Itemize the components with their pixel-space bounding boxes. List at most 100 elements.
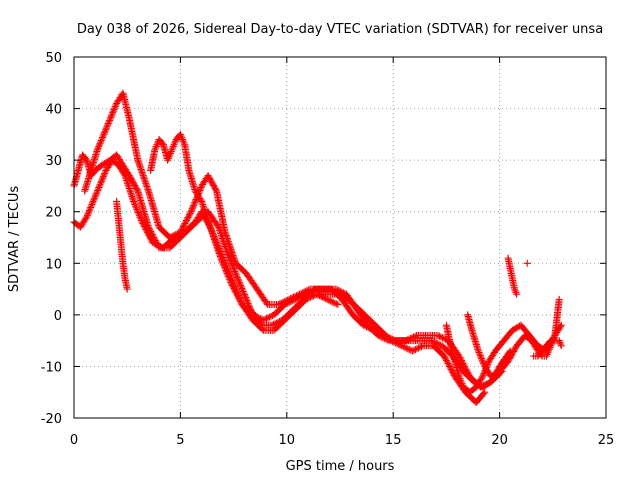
data-point xyxy=(123,285,131,293)
data-point-interp xyxy=(143,228,151,236)
data-point-interp xyxy=(182,217,190,225)
data-point-interp xyxy=(294,294,302,302)
data-point-interp xyxy=(417,343,425,351)
x-tick-label: 10 xyxy=(279,433,296,448)
data-point-interp xyxy=(144,230,152,238)
data-point-interp xyxy=(111,103,119,111)
data-point-interp xyxy=(239,287,247,295)
data-point-interp xyxy=(545,347,553,355)
data-point-interp xyxy=(265,313,273,321)
data-point-interp xyxy=(229,263,237,271)
data-point-interp xyxy=(103,123,111,131)
data-point-interp xyxy=(84,210,92,218)
data-point xyxy=(291,295,299,303)
data-point-interp xyxy=(223,269,231,277)
data-point-interp xyxy=(197,196,205,204)
data-point-interp xyxy=(98,176,106,184)
data-point-interp xyxy=(169,144,177,152)
data-point-interp xyxy=(233,274,241,282)
data-point xyxy=(100,130,108,138)
data-point-interp xyxy=(139,220,147,228)
y-tick-label: -10 xyxy=(41,360,62,375)
data-point-interp xyxy=(88,200,96,208)
data-point-interp xyxy=(218,257,226,265)
grid xyxy=(74,57,606,418)
data-point-interp xyxy=(477,353,485,361)
data-point-interp xyxy=(135,212,143,220)
data-point-interp xyxy=(99,173,107,181)
data-point-interp xyxy=(134,207,142,215)
data-point-interp xyxy=(364,323,372,331)
data-point-interp xyxy=(234,293,242,301)
data-point-interp xyxy=(300,291,308,299)
data-point-interp xyxy=(172,231,180,239)
data-point-interp xyxy=(544,349,552,357)
data-point-interp xyxy=(100,129,108,137)
data-point-interp xyxy=(464,368,472,376)
data-point-interp xyxy=(458,358,466,366)
data-point-interp xyxy=(196,186,204,194)
data-point-interp xyxy=(227,278,235,286)
data-point-interp xyxy=(480,361,488,369)
data-point-interp xyxy=(388,335,396,343)
data-point-interp xyxy=(456,374,464,382)
data-point-interp xyxy=(384,333,392,341)
data-point-interp xyxy=(240,291,248,299)
data-point-interp xyxy=(85,207,93,215)
data-point-interp xyxy=(240,289,248,297)
data-point-interp xyxy=(146,233,154,241)
data-point xyxy=(149,239,157,247)
data-point-interp xyxy=(104,120,112,128)
data-point-interp xyxy=(230,266,238,274)
data-point-interp xyxy=(94,144,102,152)
data-point-interp xyxy=(478,356,486,364)
data-point-interp xyxy=(297,292,305,300)
data-point-interp xyxy=(189,203,197,211)
data-point-interp xyxy=(556,323,564,331)
data-point-interp xyxy=(230,284,238,292)
data-point-interp xyxy=(256,315,264,323)
data-point-interp xyxy=(443,357,451,365)
data-point-interp xyxy=(143,227,151,235)
data-point-interp xyxy=(219,259,227,267)
data-point-interp xyxy=(153,241,161,249)
data-point-interp xyxy=(142,225,150,233)
data-point-interp xyxy=(83,211,91,219)
data-point-interp xyxy=(186,211,194,219)
data-point-interp xyxy=(387,334,395,342)
data-point-interp xyxy=(365,324,373,332)
data-point-interp xyxy=(405,345,413,353)
data-point-interp xyxy=(229,283,237,291)
data-point-interp xyxy=(107,112,115,120)
data-point-interp xyxy=(243,298,251,306)
x-axis-label: GPS time / hours xyxy=(286,459,395,474)
data-point-interp xyxy=(92,190,100,198)
data-point-interp xyxy=(325,296,333,304)
data-point-interp xyxy=(290,296,298,304)
data-point-interp xyxy=(556,338,564,346)
data-point-interp xyxy=(134,209,142,217)
data-point-interp xyxy=(331,299,339,307)
data-point-interp xyxy=(252,312,260,320)
data-point-interp xyxy=(153,141,161,149)
data-point-interp xyxy=(231,287,239,295)
data-point xyxy=(398,342,406,350)
y-tick-label: 10 xyxy=(45,257,62,272)
data-point-interp xyxy=(140,221,148,229)
data-point-interp xyxy=(269,320,277,328)
data-point-interp xyxy=(237,281,245,289)
data-point-interp xyxy=(543,350,551,358)
x-tick-label: 0 xyxy=(70,433,78,448)
data-point-interp xyxy=(235,295,243,303)
data-point-interp xyxy=(402,344,410,352)
data-point xyxy=(481,388,489,396)
data-point-interp xyxy=(362,323,370,331)
data-point-interp xyxy=(234,275,242,283)
data-point-interp xyxy=(98,135,106,143)
data-point-interp xyxy=(231,268,239,276)
data-point-interp xyxy=(361,322,369,330)
data-point-interp xyxy=(179,224,187,232)
data-point-interp xyxy=(107,113,115,121)
data-point xyxy=(176,228,184,236)
data-point-interp xyxy=(253,313,261,321)
